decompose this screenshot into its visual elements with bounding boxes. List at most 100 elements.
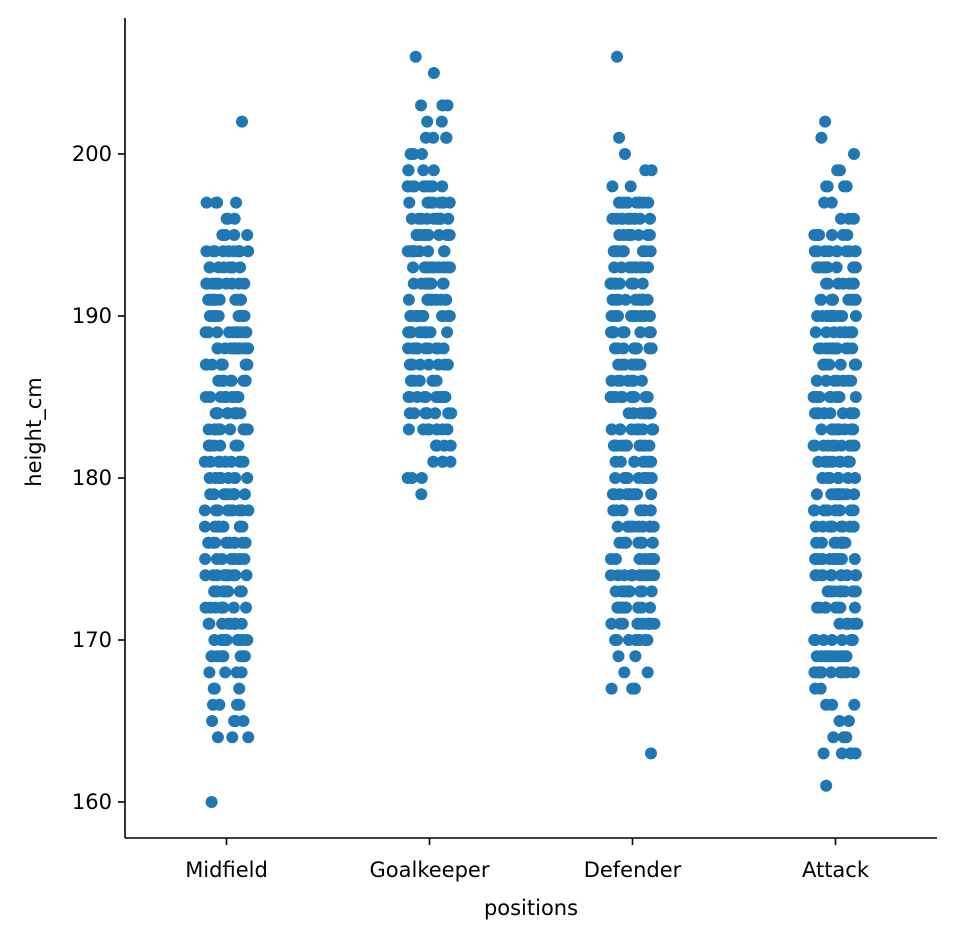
data-point [624,180,637,193]
data-point [228,229,241,241]
data-point [826,229,838,241]
data-point [833,455,846,468]
data-point [622,634,635,646]
data-point [641,391,654,403]
data-point [208,634,221,646]
data-point [837,374,850,387]
data-point [628,391,641,403]
data-point [824,585,837,598]
data-point [633,569,646,582]
data-point [622,229,635,241]
data-points [198,50,864,808]
data-point [844,504,857,517]
data-point [613,196,626,209]
data-point [233,553,246,565]
data-point [645,747,657,760]
data-point [219,229,232,241]
data-point [609,472,622,484]
data-point [832,601,845,614]
data-point [402,391,415,403]
data-point [844,747,857,760]
data-point [646,536,659,549]
x-tick-label: Midfield [185,858,268,882]
data-point [849,601,861,614]
data-point [833,585,846,598]
data-point [207,488,220,501]
data-point [220,569,232,582]
data-point [421,212,433,225]
data-point [209,277,222,290]
data-point [207,245,220,258]
data-point [620,439,633,452]
data-point [639,164,652,177]
data-point [845,326,858,339]
data-point [233,698,246,711]
data-point [638,472,651,484]
data-point [809,407,821,420]
data-point [427,196,440,209]
data-point [421,115,434,128]
data-point [421,423,434,436]
data-point [625,423,638,436]
data-point [826,439,839,452]
data-point [618,148,631,160]
data-point [639,634,652,646]
data-point [432,261,445,274]
data-point [213,293,226,306]
data-point [830,261,843,274]
data-point [242,731,255,744]
data-point [619,585,631,598]
data-point [240,601,252,614]
data-point [642,196,655,209]
data-point [417,164,430,177]
data-point [849,358,861,371]
data-point [827,423,840,436]
data-point [842,715,855,727]
data-point [829,650,842,663]
data-point [439,391,452,403]
data-point [840,245,853,258]
data-point [848,293,861,306]
data-point [216,617,229,630]
data-point [614,374,627,387]
data-point [827,731,840,744]
data-point [647,423,660,436]
data-point [220,212,233,225]
data-point [625,374,638,387]
data-point [441,423,454,436]
y-tick-label: 190 [72,304,112,328]
data-point [832,472,845,484]
data-point [443,261,456,274]
data-point [240,569,253,582]
data-point [643,553,656,565]
data-point [440,131,453,144]
data-point [825,666,838,679]
data-point [809,634,822,646]
data-point [436,455,449,468]
data-point [810,374,823,387]
data-point [616,245,629,258]
data-point [405,310,418,322]
data-point [609,342,621,355]
data-point [409,50,422,63]
data-point [827,326,840,339]
data-point [422,342,435,355]
data-point [849,391,862,403]
data-point [645,342,658,355]
data-point [605,682,618,695]
data-point [229,536,241,549]
data-point [427,67,440,79]
data-point [834,666,847,679]
data-point [846,634,859,646]
data-point [612,293,625,306]
data-point [208,585,221,598]
data-point [210,553,223,565]
data-point [238,488,251,501]
y-axis-label: height_cm [22,377,47,486]
data-point [813,601,826,614]
data-point [847,261,860,274]
data-point [618,666,631,679]
data-point [402,423,415,436]
data-point [613,229,626,241]
data-point [614,423,627,436]
